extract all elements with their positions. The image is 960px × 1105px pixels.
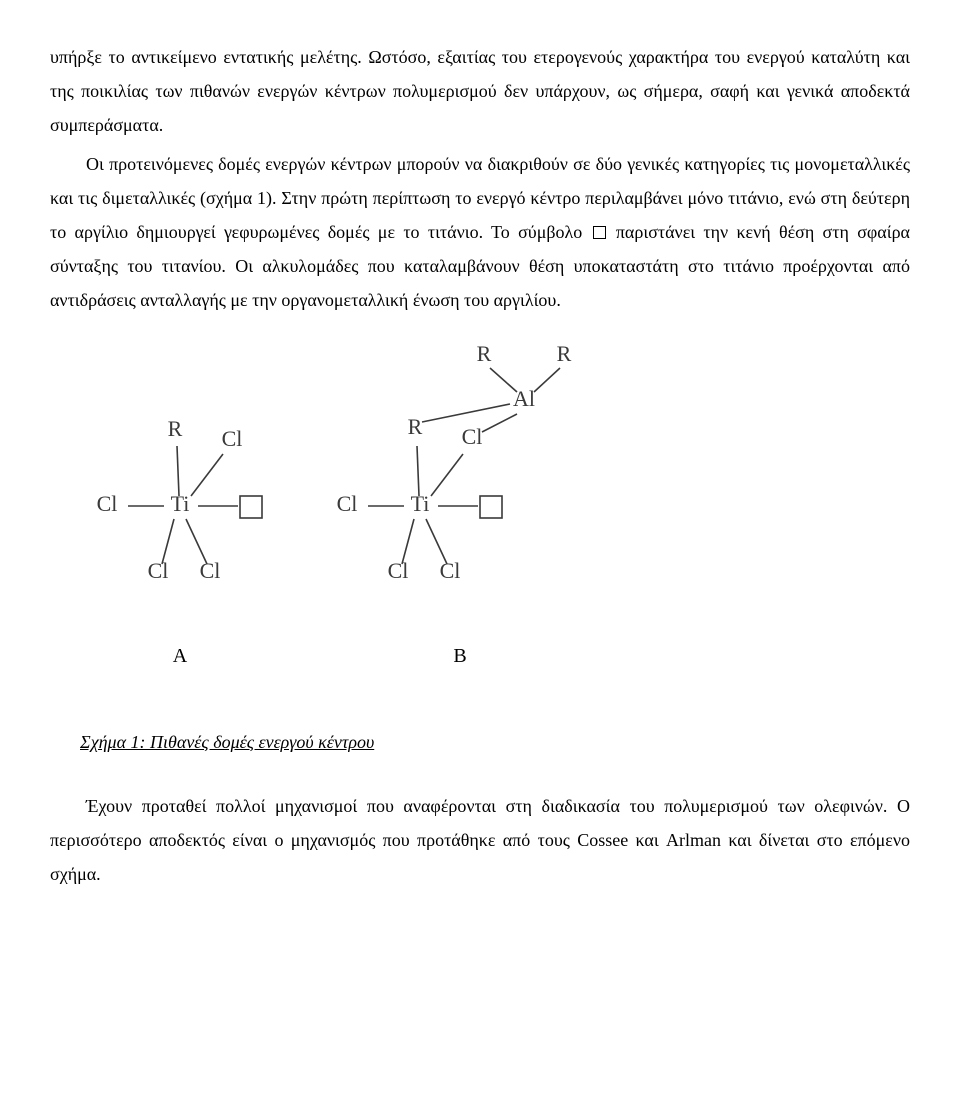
svg-text:Ti: Ti: [411, 491, 430, 516]
paragraph-structures: Οι προτεινόμενες δομές ενεργών κέντρων μ…: [50, 147, 910, 318]
svg-text:Cl: Cl: [222, 426, 243, 451]
paragraph-mechanism: Έχουν προταθεί πολλοί μηχανισμοί που ανα…: [50, 789, 910, 892]
svg-text:Cl: Cl: [148, 558, 169, 583]
svg-text:Cl: Cl: [388, 558, 409, 583]
svg-text:Cl: Cl: [440, 558, 461, 583]
svg-text:Al: Al: [513, 386, 535, 411]
figure-1: Ti R Cl Cl Cl Cl Α Ti Al R R R Cl Cl Cl Cl Β Σχήμα 1:…: [50, 346, 910, 759]
svg-text:R: R: [408, 414, 423, 439]
svg-text:Cl: Cl: [337, 491, 358, 516]
structure-a-label: Α: [173, 637, 187, 675]
figure-caption: Σχήμα 1: Πιθανές δομές ενεργού κέντρου: [80, 725, 910, 759]
structure-b-col: Ti Al R R R Cl Cl Cl Cl Β: [320, 346, 600, 675]
svg-text:Cl: Cl: [200, 558, 221, 583]
svg-text:Cl: Cl: [462, 424, 483, 449]
svg-text:R: R: [168, 416, 183, 441]
svg-text:Cl: Cl: [97, 491, 118, 516]
svg-text:R: R: [477, 346, 492, 366]
paragraph-intro: υπήρξε το αντικείμενο εντατικής μελέτης.…: [50, 40, 910, 143]
svg-text:Ti: Ti: [171, 491, 190, 516]
structure-a-col: Ti R Cl Cl Cl Cl Α: [80, 416, 280, 675]
vacancy-symbol-icon: [593, 226, 606, 239]
paragraph-intro-text: υπήρξε το αντικείμενο εντατικής μελέτης.…: [50, 47, 910, 135]
structure-b-diagram: Ti Al R R R Cl Cl Cl Cl: [320, 346, 600, 601]
svg-text:R: R: [557, 346, 572, 366]
paragraph-mechanism-text: Έχουν προταθεί πολλοί μηχανισμοί που ανα…: [50, 796, 910, 884]
structure-a-diagram: Ti R Cl Cl Cl Cl: [80, 416, 280, 601]
structure-b-label: Β: [453, 637, 466, 675]
figure-structures-row: Ti R Cl Cl Cl Cl Α Ti Al R R R Cl Cl Cl Cl Β: [80, 346, 910, 675]
